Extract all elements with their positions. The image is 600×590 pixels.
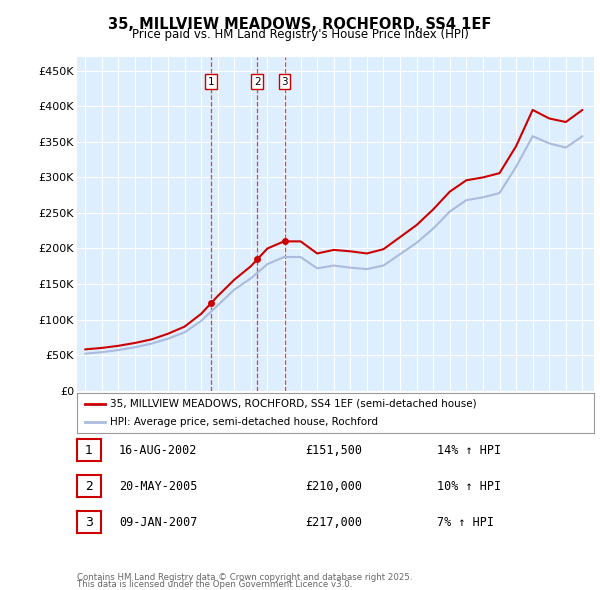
- Text: £151,500: £151,500: [305, 444, 362, 457]
- Text: 3: 3: [85, 516, 93, 529]
- Text: 14% ↑ HPI: 14% ↑ HPI: [437, 444, 501, 457]
- Text: HPI: Average price, semi-detached house, Rochford: HPI: Average price, semi-detached house,…: [110, 417, 379, 427]
- Text: 09-JAN-2007: 09-JAN-2007: [119, 516, 197, 529]
- Text: This data is licensed under the Open Government Licence v3.0.: This data is licensed under the Open Gov…: [77, 580, 352, 589]
- Text: 2: 2: [254, 77, 260, 87]
- Text: 35, MILLVIEW MEADOWS, ROCHFORD, SS4 1EF: 35, MILLVIEW MEADOWS, ROCHFORD, SS4 1EF: [109, 17, 491, 31]
- Text: £217,000: £217,000: [305, 516, 362, 529]
- Text: 1: 1: [208, 77, 215, 87]
- Text: 35, MILLVIEW MEADOWS, ROCHFORD, SS4 1EF (semi-detached house): 35, MILLVIEW MEADOWS, ROCHFORD, SS4 1EF …: [110, 399, 477, 409]
- Text: 10% ↑ HPI: 10% ↑ HPI: [437, 480, 501, 493]
- Text: 7% ↑ HPI: 7% ↑ HPI: [437, 516, 494, 529]
- Text: 2: 2: [85, 480, 93, 493]
- Text: Contains HM Land Registry data © Crown copyright and database right 2025.: Contains HM Land Registry data © Crown c…: [77, 573, 412, 582]
- Text: 1: 1: [85, 444, 93, 457]
- Text: Price paid vs. HM Land Registry's House Price Index (HPI): Price paid vs. HM Land Registry's House …: [131, 28, 469, 41]
- Text: £210,000: £210,000: [305, 480, 362, 493]
- Text: 20-MAY-2005: 20-MAY-2005: [119, 480, 197, 493]
- Text: 3: 3: [281, 77, 288, 87]
- Text: 16-AUG-2002: 16-AUG-2002: [119, 444, 197, 457]
